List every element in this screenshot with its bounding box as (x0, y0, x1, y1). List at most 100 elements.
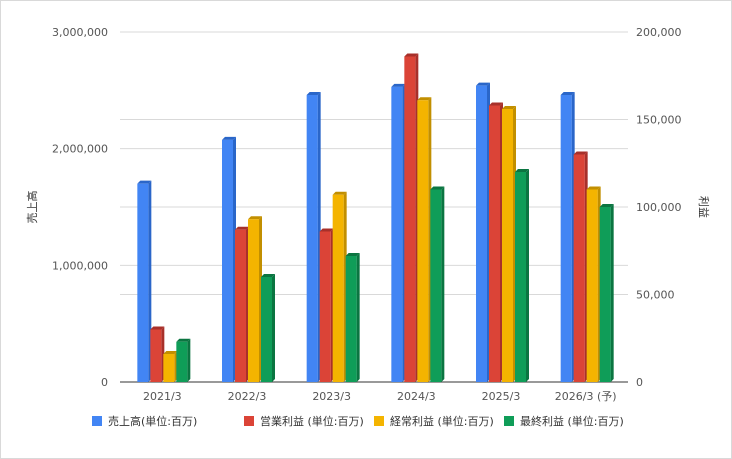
bar (489, 102, 503, 382)
bar-front (137, 183, 149, 382)
bar-side (272, 274, 275, 382)
category-label: 2023/3 (312, 390, 351, 403)
legend-item: 最終利益 (単位:百万) (504, 414, 624, 428)
bar (404, 53, 419, 382)
bar-front (430, 189, 442, 382)
left-axis-ticks: 0 1,000,000 2,000,000 3,000,000 (52, 26, 108, 389)
bar (306, 92, 321, 382)
bar (150, 326, 165, 382)
legend-label: 最終利益 (単位:百万) (520, 414, 624, 428)
bar (345, 253, 360, 382)
bar (176, 338, 191, 382)
bar-top (235, 226, 249, 230)
right-tick-label: 100,000 (636, 201, 682, 214)
bar-front (573, 154, 585, 382)
bar (163, 351, 178, 382)
bar-side (526, 169, 529, 382)
bar (261, 274, 275, 382)
bar (391, 83, 406, 382)
bar (235, 226, 249, 382)
bar-front (560, 95, 572, 382)
bar (222, 136, 236, 382)
bar-front (261, 277, 272, 382)
bar (137, 180, 152, 382)
bar-top (476, 82, 490, 86)
bar-top (306, 92, 321, 95)
legend-swatch (92, 416, 102, 426)
bar-top (248, 216, 262, 220)
bar-top (573, 151, 588, 155)
right-tick-label: 150,000 (636, 114, 682, 127)
bars (137, 53, 614, 383)
bar-front (176, 341, 188, 382)
bar-front (476, 85, 487, 383)
bar-front (163, 354, 175, 382)
bar-front (417, 100, 429, 382)
bar-top (489, 102, 503, 106)
bar (332, 191, 347, 382)
category-label: 2021/3 (143, 390, 182, 403)
bar-top (137, 180, 152, 184)
bar-front (489, 105, 500, 382)
bar-side (356, 253, 360, 382)
bar-top (560, 92, 575, 95)
bar-top (430, 186, 445, 190)
bar-side (610, 204, 614, 382)
bar-front (599, 207, 611, 382)
bar-top (319, 228, 334, 232)
grid-lines (120, 31, 628, 383)
right-tick-label: 0 (636, 376, 643, 389)
legend: 売上高(単位:百万) 営業利益 (単位:百万) 経常利益 (単位:百万) 最終利益 (… (92, 414, 624, 428)
bar-top (417, 97, 432, 101)
bar (476, 82, 490, 383)
bar-top (222, 136, 236, 140)
bar-side (187, 338, 191, 382)
bar-front (150, 329, 162, 382)
bar-top (586, 186, 601, 190)
right-tick-label: 50,000 (636, 289, 675, 302)
category-label: 2024/3 (397, 390, 436, 403)
bar (515, 169, 529, 382)
legend-item: 売上高(単位:百万) (92, 414, 197, 428)
left-tick-label: 1,000,000 (52, 259, 108, 272)
legend-swatch (244, 416, 254, 426)
right-tick-label: 200,000 (636, 26, 682, 39)
bar-front (248, 219, 259, 382)
bar-front (391, 86, 403, 382)
bar-front (515, 172, 526, 382)
left-tick-label: 0 (101, 376, 108, 389)
bar-top (150, 326, 165, 330)
bar-top (345, 253, 360, 256)
bar (430, 186, 445, 382)
bar (560, 92, 575, 382)
legend-label: 営業利益 (単位:百万) (260, 414, 364, 428)
category-label: 2025/3 (482, 390, 521, 403)
legend-swatch (374, 416, 384, 426)
bar-front (345, 256, 357, 382)
bar-side (441, 186, 445, 382)
bar-top (404, 53, 419, 57)
bar-front (222, 139, 233, 382)
legend-item: 経常利益 (単位:百万) (374, 414, 494, 428)
legend-label: 経常利益 (単位:百万) (390, 414, 494, 428)
bar-top (176, 338, 191, 342)
left-tick-label: 2,000,000 (52, 143, 108, 156)
bar (417, 97, 432, 382)
bar-front (235, 229, 246, 382)
bar (599, 204, 614, 382)
bar-top (515, 169, 529, 172)
bar-front (586, 189, 598, 382)
bar (319, 228, 334, 382)
bar-front (332, 194, 344, 382)
category-labels: 2021/3 2022/3 2023/3 2024/3 2025/3 2026/3 (予) (143, 390, 617, 403)
bar-front (306, 95, 318, 382)
bar-front (404, 56, 416, 382)
right-axis-title: 利益 (697, 196, 711, 218)
left-tick-label: 3,000,000 (52, 26, 108, 39)
bar (573, 151, 588, 382)
left-axis-title: 売上高 (25, 191, 39, 224)
bar-top (261, 274, 275, 277)
category-label: 2022/3 (228, 390, 267, 403)
bar (586, 186, 601, 382)
